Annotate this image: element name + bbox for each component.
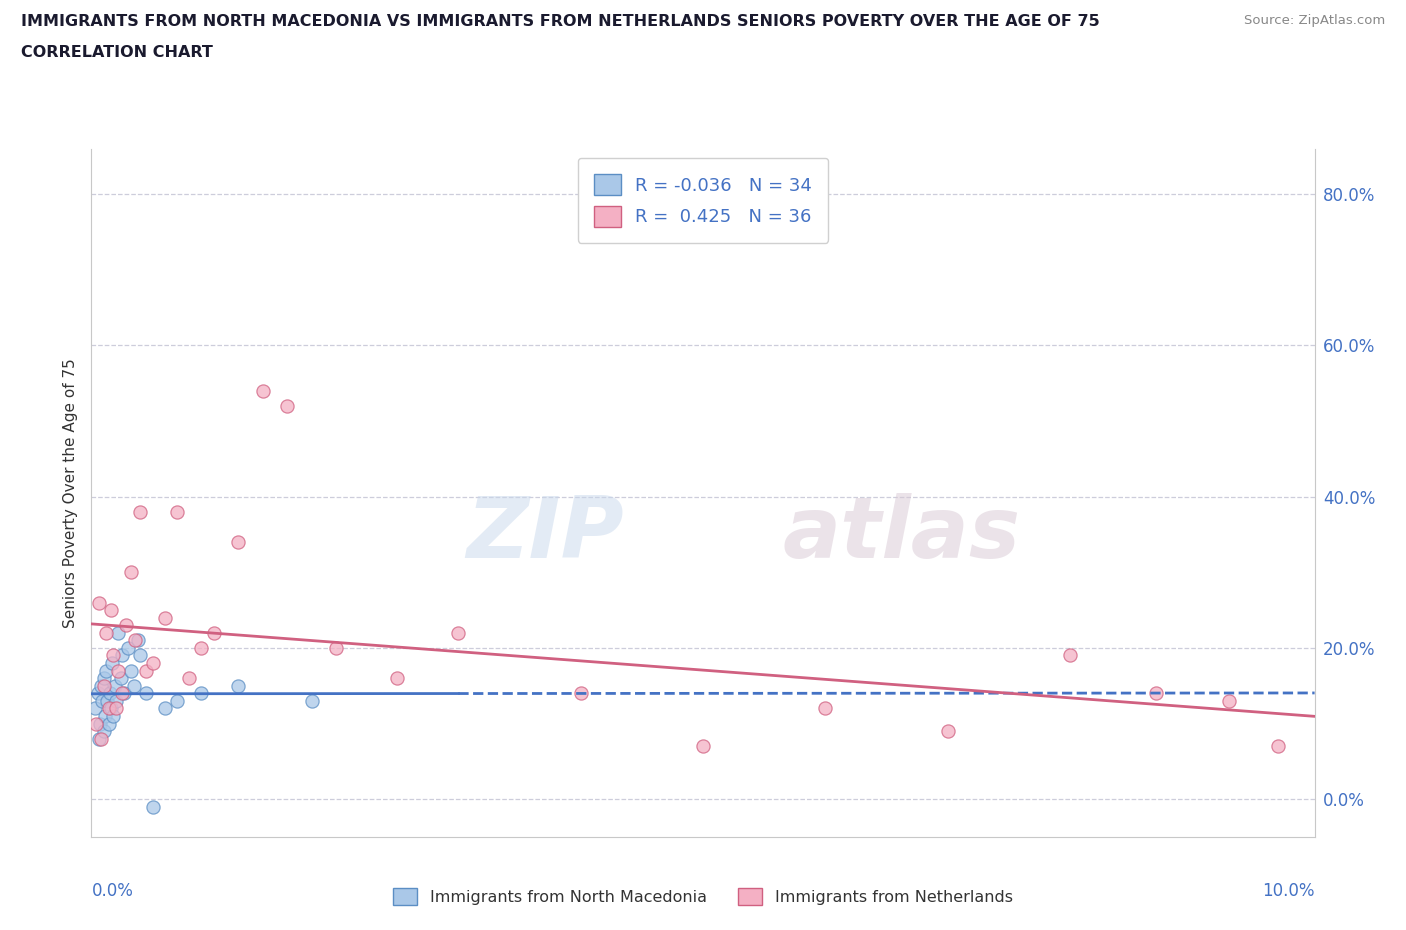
Point <box>1059 648 1081 663</box>
Legend: Immigrants from North Macedonia, Immigrants from Netherlands: Immigrants from North Macedonia, Immigra… <box>387 882 1019 911</box>
Point <box>97 701 120 716</box>
Point <box>84 701 107 716</box>
Point <box>112 685 135 700</box>
Point <box>190 641 212 656</box>
Point <box>179 671 201 685</box>
Point <box>91 694 114 709</box>
Text: ZIP: ZIP <box>465 493 623 576</box>
Point <box>89 716 111 731</box>
Text: Source: ZipAtlas.com: Source: ZipAtlas.com <box>1244 14 1385 27</box>
Point <box>87 595 110 610</box>
Point <box>97 716 120 731</box>
Point <box>94 709 117 724</box>
Point <box>325 641 347 656</box>
Point <box>120 663 142 678</box>
Point <box>141 799 163 814</box>
Text: IMMIGRANTS FROM NORTH MACEDONIA VS IMMIGRANTS FROM NETHERLANDS SENIORS POVERTY O: IMMIGRANTS FROM NORTH MACEDONIA VS IMMIG… <box>21 14 1099 29</box>
Point <box>1218 694 1240 709</box>
Point <box>94 625 117 640</box>
Point <box>226 535 249 550</box>
Point <box>93 671 115 685</box>
Point <box>1267 738 1289 753</box>
Point <box>117 641 139 656</box>
Point <box>103 648 125 663</box>
Point <box>814 701 837 716</box>
Point <box>135 663 157 678</box>
Point <box>166 504 188 519</box>
Point <box>114 618 136 632</box>
Y-axis label: Seniors Poverty Over the Age of 75: Seniors Poverty Over the Age of 75 <box>62 358 77 628</box>
Point <box>1144 685 1167 700</box>
Point <box>94 663 117 678</box>
Point <box>447 625 470 640</box>
Point <box>122 678 145 693</box>
Text: 0.0%: 0.0% <box>91 883 134 900</box>
Text: CORRELATION CHART: CORRELATION CHART <box>21 45 212 60</box>
Point <box>103 709 125 724</box>
Point <box>107 625 129 640</box>
Point <box>104 701 127 716</box>
Point <box>936 724 959 738</box>
Point <box>87 731 110 746</box>
Point <box>110 671 132 685</box>
Point <box>202 625 225 640</box>
Point <box>100 701 122 716</box>
Point <box>276 398 298 413</box>
Point <box>129 504 152 519</box>
Point <box>90 731 112 746</box>
Point <box>84 716 107 731</box>
Point <box>93 678 115 693</box>
Point <box>101 656 124 671</box>
Point <box>111 648 134 663</box>
Point <box>692 738 714 753</box>
Point <box>252 383 274 398</box>
Point <box>124 633 146 648</box>
Point <box>98 685 121 700</box>
Point <box>86 685 108 700</box>
Point <box>153 701 176 716</box>
Text: atlas: atlas <box>783 493 1021 576</box>
Point <box>153 610 176 625</box>
Point <box>111 685 134 700</box>
Point <box>135 685 157 700</box>
Point <box>226 678 249 693</box>
Point <box>141 656 163 671</box>
Point <box>127 633 149 648</box>
Point <box>385 671 409 685</box>
Point <box>90 678 112 693</box>
Text: 10.0%: 10.0% <box>1263 883 1315 900</box>
Point <box>107 663 129 678</box>
Point <box>104 678 127 693</box>
Point <box>166 694 188 709</box>
Point <box>120 565 142 579</box>
Point <box>301 694 323 709</box>
Point <box>104 694 127 709</box>
Point <box>129 648 152 663</box>
Point <box>93 724 115 738</box>
Point <box>96 694 118 709</box>
Point <box>569 685 592 700</box>
Point <box>190 685 212 700</box>
Point <box>100 603 122 618</box>
